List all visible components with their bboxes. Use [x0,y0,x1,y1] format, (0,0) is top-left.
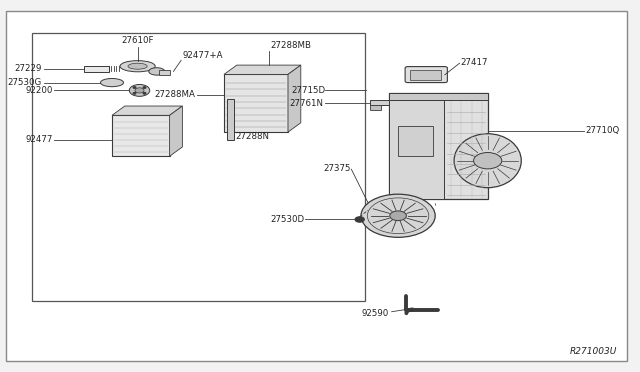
Bar [32,33,365,301]
Circle shape [361,194,435,237]
Bar [410,70,441,80]
FancyBboxPatch shape [405,67,447,83]
Text: 27530D: 27530D [270,215,304,224]
Circle shape [133,87,136,88]
Text: 92200: 92200 [25,86,52,95]
Ellipse shape [120,61,155,72]
Ellipse shape [128,63,147,69]
Circle shape [143,87,146,88]
Circle shape [143,93,146,94]
Ellipse shape [149,68,165,75]
Bar [389,93,488,100]
Text: 27229: 27229 [14,64,42,73]
Text: 27417: 27417 [461,58,488,67]
Ellipse shape [454,134,521,187]
Circle shape [474,153,502,169]
Bar [112,115,170,156]
Text: R271003U: R271003U [570,347,618,356]
Text: 27530G: 27530G [7,78,42,87]
Text: 27288N: 27288N [236,132,269,141]
Polygon shape [288,65,301,132]
Text: 27715D: 27715D [291,86,325,94]
Text: 92477+A: 92477+A [182,51,223,60]
Circle shape [129,84,150,96]
Text: 27710Q: 27710Q [586,126,620,135]
Bar [389,93,488,199]
Circle shape [355,217,364,222]
Circle shape [133,93,136,94]
Polygon shape [224,65,301,74]
Text: 27375: 27375 [323,164,351,173]
Polygon shape [370,105,381,110]
Text: 92477: 92477 [25,135,52,144]
Text: 27761N: 27761N [289,99,323,108]
Polygon shape [370,100,389,105]
Circle shape [390,211,406,221]
Bar [389,93,444,199]
Text: 27610F: 27610F [122,36,154,45]
Bar [224,74,288,132]
Bar [398,126,433,156]
Bar [84,66,109,72]
Circle shape [135,88,144,93]
Polygon shape [112,106,182,115]
Text: 92590: 92590 [362,309,389,318]
Text: 27288MA: 27288MA [154,90,195,99]
Ellipse shape [100,78,124,87]
Text: 27288MB: 27288MB [270,41,311,50]
Polygon shape [170,106,182,156]
Bar [159,70,170,75]
Bar [227,99,234,140]
